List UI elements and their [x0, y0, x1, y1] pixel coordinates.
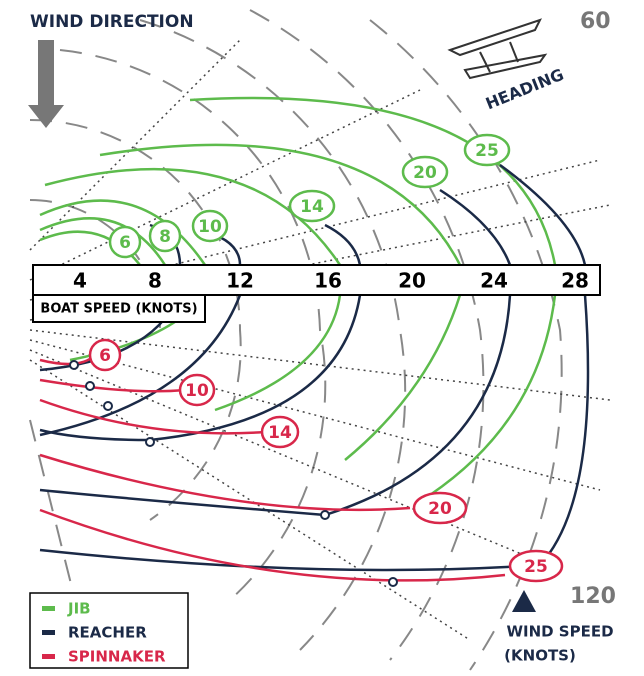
speed-tick: 24 — [480, 269, 508, 293]
wind-speed-line1: WIND SPEED — [506, 623, 613, 641]
boat-icon — [447, 18, 548, 80]
spinnaker-oval — [178, 373, 216, 407]
jib-oval — [463, 133, 511, 167]
speed-tick: 20 — [398, 269, 426, 293]
spinnaker-oval — [412, 491, 468, 525]
angle-bottom: 120 — [570, 584, 616, 609]
speed-bar — [32, 264, 601, 296]
wind-speed-line2: (KNOTS) — [504, 647, 576, 665]
title: WIND DIRECTION — [30, 12, 194, 32]
spinnaker-oval — [88, 338, 122, 372]
legend-label: SPINNAKER — [68, 648, 166, 666]
dotted-rays — [29, 39, 611, 641]
jib-label: 20 — [413, 163, 437, 183]
jib-label: 6 — [119, 233, 131, 253]
legend-label: REACHER — [68, 624, 147, 642]
legend-swatch — [42, 654, 55, 659]
spinnaker-label: 14 — [268, 423, 292, 443]
speed-tick: 4 — [73, 269, 87, 293]
wind-arrow — [28, 40, 64, 128]
spinnaker-oval — [260, 415, 300, 449]
jib-oval — [288, 189, 336, 223]
reacher-dots — [69, 360, 398, 587]
jib-oval — [108, 225, 142, 259]
spinnaker-label: 10 — [185, 381, 209, 401]
angle-top: 60 — [580, 9, 611, 34]
spinnaker-oval — [508, 549, 564, 583]
jib-oval — [401, 155, 449, 189]
jib-label: 25 — [475, 141, 499, 161]
legend-swatch — [42, 630, 55, 635]
spinnaker-label: 20 — [428, 499, 452, 519]
jib-label: 10 — [198, 217, 222, 237]
legend-box — [29, 592, 189, 669]
spinnaker-curves — [39, 354, 506, 582]
jib-oval — [191, 209, 229, 243]
speed-tick: 28 — [561, 269, 589, 293]
spinnaker-label: 25 — [524, 557, 548, 577]
speed-title-box — [32, 294, 206, 323]
speed-tick: 16 — [314, 269, 342, 293]
legend-swatch — [42, 606, 55, 611]
speed-tick: 12 — [226, 269, 254, 293]
speed-tick: 8 — [148, 269, 162, 293]
jib-label: 14 — [300, 197, 324, 217]
jib-oval — [148, 219, 182, 253]
wind-speed-marker — [512, 590, 536, 612]
legend-label: JIB — [67, 600, 91, 618]
speed-title: BOAT SPEED (KNOTS) — [40, 302, 197, 317]
spinnaker-label: 6 — [99, 346, 111, 366]
jib-label: 8 — [159, 227, 171, 247]
